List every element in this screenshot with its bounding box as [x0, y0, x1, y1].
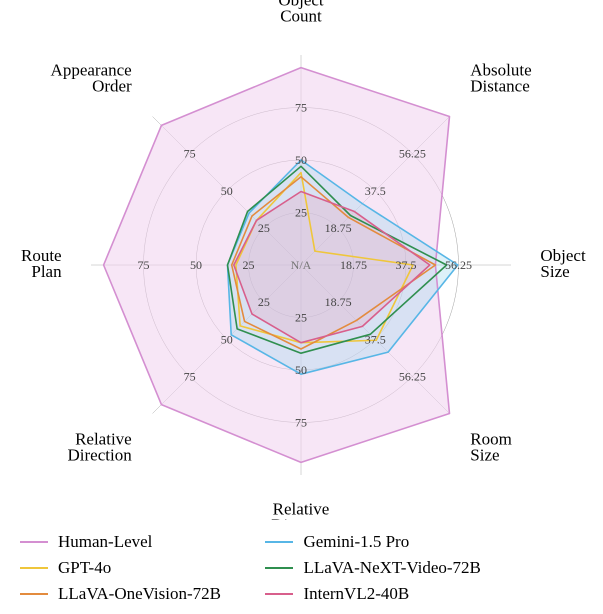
axis-tick-label: 37.5	[365, 184, 386, 198]
legend-swatch	[265, 541, 293, 543]
legend-swatch	[20, 567, 48, 569]
axis-tick-label: 18.75	[325, 221, 352, 235]
axis-tick-label: 25	[258, 221, 270, 235]
axis-tick-label: 75	[295, 101, 307, 115]
legend: Human-Level Gemini-1.5 Pro GPT-4o LLaVA-NeX…	[20, 532, 481, 604]
axis-label: AbsoluteDistance	[470, 61, 531, 96]
axis-tick-label: 50	[221, 184, 233, 198]
axis-tick-label: 37.5	[365, 332, 386, 346]
axis-tick-label: 50	[295, 153, 307, 167]
radar-chart: 25 50 75 18.75 37.5 56.25 18.75 37.5 56.25 18.75 3…	[0, 0, 603, 520]
axis-tick-label: 50	[221, 332, 233, 346]
axis-tick-label: 75	[184, 369, 196, 383]
axis-tick-label: 56.25	[399, 369, 426, 383]
axis-label: RelativeDistance	[271, 499, 330, 520]
axis-tick-label: 75	[138, 258, 150, 272]
axis-tick-label: 75	[295, 416, 307, 430]
legend-swatch	[265, 593, 293, 595]
legend-item: Human-Level	[20, 532, 235, 552]
axis-label: RelativeDirection	[68, 429, 133, 464]
legend-item: LLaVA-NeXT-Video-72B	[265, 558, 480, 578]
axis-tick-label: 18.75	[325, 295, 352, 309]
axis-tick-label: 25	[295, 206, 307, 220]
axis-tick-label: 25	[258, 295, 270, 309]
legend-label: InternVL2-40B	[303, 584, 409, 604]
legend-item: InternVL2-40B	[265, 584, 480, 604]
axis-tick-label: 18.75	[340, 258, 367, 272]
legend-label: Gemini-1.5 Pro	[303, 532, 409, 552]
legend-item: LLaVA-OneVision-72B	[20, 584, 235, 604]
axis-tick-label: 50	[190, 258, 202, 272]
legend-swatch	[20, 541, 48, 543]
axis-label: ObjectSize	[540, 246, 586, 281]
legend-item: GPT-4o	[20, 558, 235, 578]
axis-tick-label: 50	[295, 363, 307, 377]
axis-tick-label: 25	[295, 311, 307, 325]
axis-tick-label: 37.5	[396, 258, 417, 272]
axis-tick-label: 25	[243, 258, 255, 272]
axis-label: RoomSize	[470, 429, 512, 464]
legend-swatch	[20, 593, 48, 595]
axis-tick-label: 56.25	[399, 147, 426, 161]
legend-label: Human-Level	[58, 532, 152, 552]
legend-item: Gemini-1.5 Pro	[265, 532, 480, 552]
axis-tick-label: 56.25	[445, 258, 472, 272]
center-label: N/A	[291, 258, 312, 272]
axis-label: RoutePlan	[21, 246, 62, 281]
legend-label: LLaVA-OneVision-72B	[58, 584, 221, 604]
radar-chart-container: { "chart": { "type": "radar", "width": 6…	[0, 0, 603, 614]
axis-tick-label: 75	[184, 147, 196, 161]
axis-label: AppearanceOrder	[51, 61, 132, 96]
axis-label: ObjectCount	[278, 0, 324, 26]
legend-swatch	[265, 567, 293, 569]
legend-label: LLaVA-NeXT-Video-72B	[303, 558, 480, 578]
legend-label: GPT-4o	[58, 558, 111, 578]
